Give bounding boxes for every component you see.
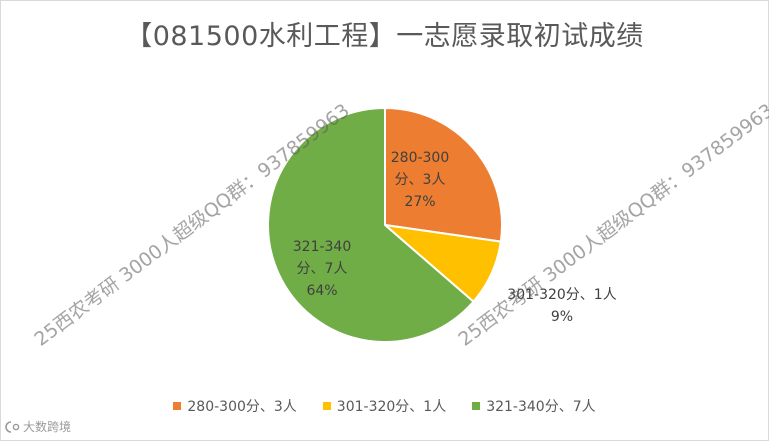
chart-legend: 280-300分、3人 301-320分、1人 321-340分、7人 [0, 396, 769, 416]
legend-label: 321-340分、7人 [486, 399, 596, 415]
chart-title: 【081500水利工程】一志愿录取初试成绩 [125, 21, 644, 52]
legend-label: 301-320分、1人 [336, 399, 447, 415]
brand-text: 大数跨境 [23, 420, 72, 434]
legend-label: 280-300分、3人 [187, 399, 297, 415]
pie-slice [267, 106, 475, 343]
legend-swatch [173, 402, 182, 410]
brand-logo-icon [5, 420, 20, 433]
legend-swatch [322, 402, 331, 410]
slice-data-label: 321-340 分、7人 64% [293, 239, 352, 299]
legend-swatch [472, 402, 481, 410]
slice-data-label: 280-300 分、3人 27% [391, 150, 450, 210]
legend-item: 301-320分、1人 [322, 396, 447, 416]
brand-watermark: 大数跨境 [4, 418, 71, 435]
slice-data-label: 301-320分、1人 9% [507, 287, 616, 325]
pie-slice [384, 106, 503, 243]
legend-item: 280-300分、3人 [173, 396, 297, 416]
legend-item: 321-340分、7人 [472, 396, 596, 416]
